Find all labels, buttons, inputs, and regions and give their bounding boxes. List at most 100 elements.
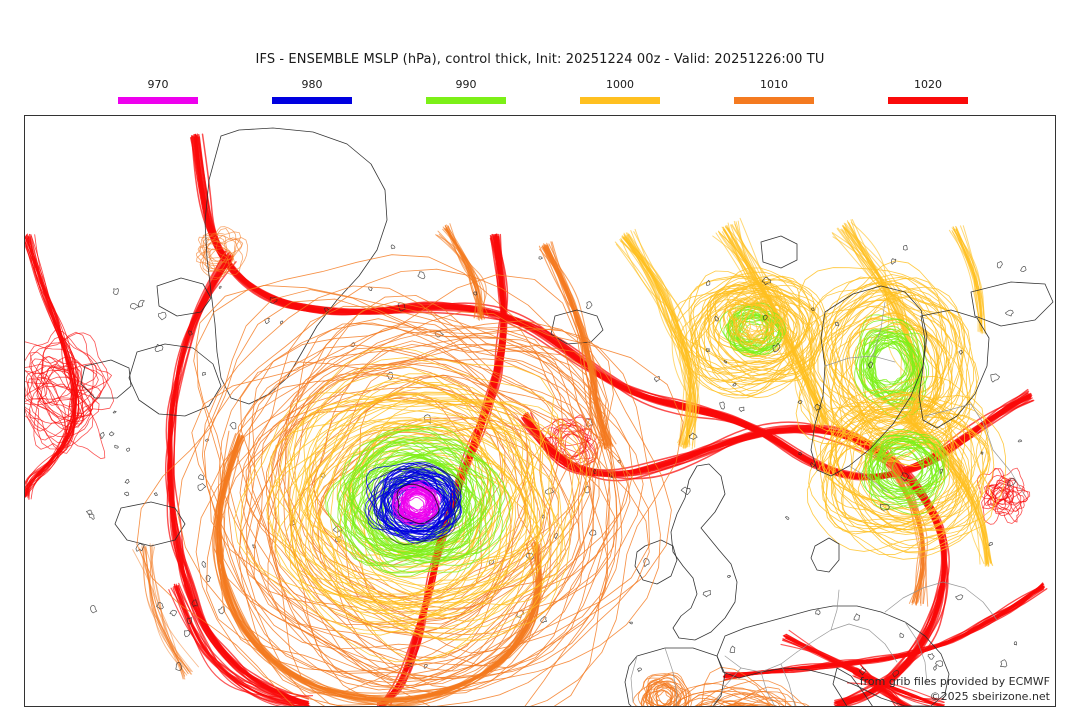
contour-primary-deep-low-1010 xyxy=(239,327,634,706)
contour-primary-deep-low-970 xyxy=(399,485,438,523)
coastline-islet xyxy=(175,662,183,672)
coastline-segment-1 xyxy=(128,343,222,417)
contour-1010-nw-eddy xyxy=(208,235,248,280)
contour-norway-green-low-990 xyxy=(864,428,946,510)
political-border-16 xyxy=(992,449,1026,497)
coastline-islet xyxy=(114,444,119,449)
coastline-islet xyxy=(996,261,1003,269)
coastline-islet xyxy=(397,302,406,312)
contour-1010-sw-field xyxy=(132,549,193,673)
coastline-islet xyxy=(1020,266,1027,272)
map-panel[interactable] xyxy=(24,115,1056,707)
contour-primary-deep-low-1000 xyxy=(274,393,567,662)
contour-greenland-green-low-1000 xyxy=(703,283,819,364)
contour-1020-mediterranean-band xyxy=(723,584,1043,678)
contour-biscay-high-1010 xyxy=(643,674,690,706)
coastline-islet xyxy=(810,462,816,468)
contour-primary-deep-low-1000 xyxy=(270,381,540,595)
legend-label-980: 980 xyxy=(301,78,323,91)
contour-1020-western-edge xyxy=(25,236,75,498)
contour-scandinavia-green-low-1000 xyxy=(841,328,944,433)
coastline-islet xyxy=(473,291,478,296)
contour-biscay-high-1010 xyxy=(644,677,683,706)
coastline-islet xyxy=(705,279,711,286)
coastline-islet xyxy=(933,665,937,671)
contour-primary-deep-low-1010 xyxy=(196,254,684,706)
contour-biscay-high-1010 xyxy=(642,677,690,706)
coastline-islet xyxy=(738,406,745,412)
coastline-islet xyxy=(814,403,822,411)
coastline-islet xyxy=(198,474,205,480)
coastline-islet xyxy=(899,632,905,639)
contour-1020-midatlantic-arm xyxy=(169,257,304,706)
contour-primary-deep-low-970 xyxy=(391,485,442,526)
coastline-islet xyxy=(218,606,226,615)
contour-1020-atlantic-eddy xyxy=(539,418,587,461)
coastline-islet xyxy=(184,630,191,638)
coastline-islet xyxy=(892,670,900,678)
coastline-segment-7 xyxy=(918,309,990,429)
coastline-islet xyxy=(186,617,193,625)
contour-scandinavia-green-low-990 xyxy=(864,340,918,399)
contour-greenland-green-low-1000 xyxy=(680,284,811,396)
contour-1000-greenland-swirl xyxy=(752,299,782,336)
contour-primary-deep-low-990 xyxy=(343,452,485,567)
political-border-17 xyxy=(780,663,796,706)
contour-norway-green-low-1000 xyxy=(829,408,966,534)
contour-1010-top-streamer xyxy=(446,227,487,318)
contour-norway-green-low-1000 xyxy=(820,389,995,546)
contour-primary-deep-low-990 xyxy=(338,441,503,566)
contour-1020-labrador-eddy xyxy=(29,329,114,419)
contour-primary-deep-low-1000 xyxy=(277,398,582,641)
contour-1020-mediterranean-band xyxy=(723,588,1048,678)
contour-scandinavia-green-low-1000 xyxy=(822,276,964,446)
contour-primary-deep-low-1010 xyxy=(195,305,661,706)
coastline-islet xyxy=(386,371,394,380)
coastline-islet xyxy=(538,256,543,260)
contour-greenland-green-low-1000 xyxy=(695,275,823,397)
contour-greenland-green-low-1000 xyxy=(694,290,805,383)
coastline-islet xyxy=(390,244,396,250)
coastline-islet xyxy=(815,609,821,616)
legend-swatch-1020 xyxy=(888,97,968,104)
contour-norway-green-low-1000 xyxy=(806,391,991,552)
coastline-islet xyxy=(229,421,237,430)
contour-1020-south-arc xyxy=(173,585,302,706)
contour-1010-top-streamer xyxy=(446,228,486,319)
contour-1020-midatlantic-arm xyxy=(167,256,303,706)
contour-1020-mediterranean-band xyxy=(723,584,1043,679)
legend-swatch-980 xyxy=(272,97,352,104)
contour-scandinavia-green-low-1000 xyxy=(795,274,963,456)
contour-scandinavia-green-low-990 xyxy=(860,328,930,404)
contour-primary-deep-low-1010 xyxy=(238,363,591,694)
coastline-islet xyxy=(723,360,727,364)
contour-1020-labrador-eddy xyxy=(25,363,112,406)
legend-entry-980: 980 xyxy=(252,78,372,104)
ensemble-contour-plot xyxy=(25,127,1054,706)
contour-1020-labrador-eddy xyxy=(25,351,94,450)
contour-layer-upper xyxy=(136,254,684,706)
contour-1020-labrador-eddy xyxy=(35,376,106,459)
contour-primary-deep-low-990 xyxy=(336,435,483,559)
coastline-segment-8 xyxy=(970,281,1054,327)
contour-1010-top-streamer xyxy=(447,225,478,319)
contour-1020-mediterranean-band xyxy=(725,584,1043,677)
contour-mediterranean-high-1010 xyxy=(674,679,806,706)
contour-primary-deep-low-1010 xyxy=(239,343,612,690)
coastline-islet xyxy=(705,348,710,353)
coastline-segment-0 xyxy=(204,127,388,405)
coastline-islet xyxy=(958,350,964,355)
contour-scandinavia-green-low-990 xyxy=(866,336,920,405)
coastline-islet xyxy=(990,373,1000,383)
contour-1020-mediterranean-band xyxy=(724,588,1045,678)
contour-scandinavia-green-low-1000 xyxy=(834,282,954,424)
coastline-segment-9 xyxy=(670,463,738,641)
contour-1010-sw-field xyxy=(142,545,186,677)
coastline-islet xyxy=(955,594,964,601)
contour-1020-labrador-eddy xyxy=(27,372,69,453)
contour-1010-sw-field xyxy=(145,547,191,673)
contour-scandinavia-green-low-990 xyxy=(855,314,928,416)
contour-greenland-green-low-1000 xyxy=(707,288,795,372)
coastline-islet xyxy=(980,451,984,455)
contour-1020-labrador-eddy xyxy=(34,356,84,431)
